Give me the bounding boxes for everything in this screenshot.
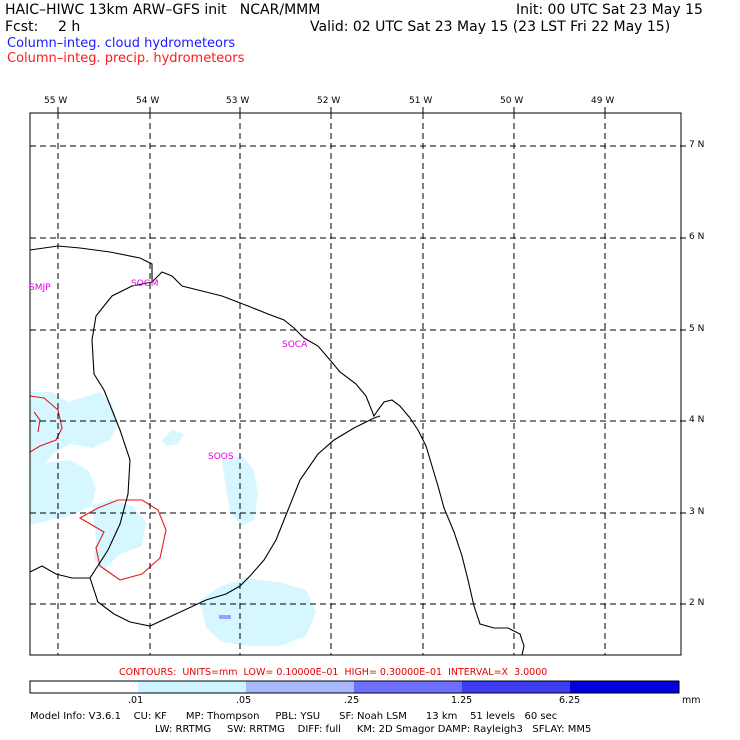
lon-label-54w: 54 W [136,96,160,106]
precip-contour-south [78,499,167,581]
colorbar [29,680,680,694]
cloud-area-south [200,578,316,646]
lat-label-3n: 3 N [689,507,705,517]
colorbar-label-1: .05 [236,695,252,706]
cloud-area-west [30,392,118,474]
colorbar-bin-3 [246,681,354,693]
forecast-hour: 2 h [58,19,81,35]
lon-label-52w: 52 W [317,96,341,106]
border-west [89,281,381,627]
lat-label-4n: 4 N [689,415,705,425]
cloud-area-west-lower [30,460,96,525]
lon-label-50w: 50 W [500,96,524,106]
init-time: Init: 00 UTC Sat 23 May 15 [516,2,703,18]
colorbar-unit: mm [682,695,701,706]
precip-contour-west-inner [33,411,41,433]
model-info-line-2: LW: RRTMG SW: RRTMG DIFF: full KM: 2D Sm… [155,724,592,735]
coastline [30,245,525,655]
station-soos: SOOS [208,452,234,462]
station-smjp: SMJP [29,283,51,293]
colorbar-bin-5 [462,681,570,693]
lon-label-53w: 53 W [226,96,250,106]
forecast-label: Fcst: [5,19,39,35]
border-south-west [30,565,90,579]
coastline-path [30,245,525,655]
colorbar-bin-2 [138,681,246,693]
lat-label-5n: 5 N [689,324,705,334]
cloud-area-south-west [92,500,146,570]
colorbar-label-4: 6.25 [559,695,581,706]
lon-label-51w: 51 W [409,96,433,106]
lat-label-6n: 6 N [689,232,705,242]
colorbar-bin-1 [30,681,138,693]
valid-time: Valid: 02 UTC Sat 23 May 15 (23 LST Fri … [310,19,671,35]
legend-cloud: Column–integ. cloud hydrometeors [7,36,236,51]
precip-contours [30,395,167,581]
station-sogm: SOGM [131,279,159,289]
lat-label-7n: 7 N [689,140,705,150]
legend-precip: Column–integ. precip. hydrometeors [7,51,245,66]
lat-lon-grid [30,113,681,655]
model-title: HAIC–HIWC 13km ARW–GFS init NCAR/MMM [5,2,321,18]
map-fields [30,113,681,655]
lon-label-49w: 49 W [591,96,615,106]
colorbar-frame [29,680,680,694]
map-frame [29,112,682,656]
model-info-line-1: Model Info: V3.6.1 CU: KF MP: Thompson P… [30,711,558,722]
colorbar-label-0: .01 [128,695,144,706]
map-ticks [57,107,686,605]
precip-patch [219,615,231,619]
lat-label-2n: 2 N [689,598,705,608]
contour-info: CONTOURS: UNITS=mm LOW= 0.10000E–01 HIGH… [119,667,548,678]
cloud-area-small [162,430,184,446]
cloud-area-central [222,456,258,526]
lon-label-55w: 55 W [44,96,68,106]
station-soca: SOCA [282,340,308,350]
cloud-shading [30,392,316,646]
colorbar-bin-6 [570,681,679,693]
precip-contour-west [30,395,63,453]
colorbar-label-3: 1.25 [451,695,473,706]
colorbar-bin-4 [354,681,462,693]
colorbar-label-2: .25 [344,695,360,706]
